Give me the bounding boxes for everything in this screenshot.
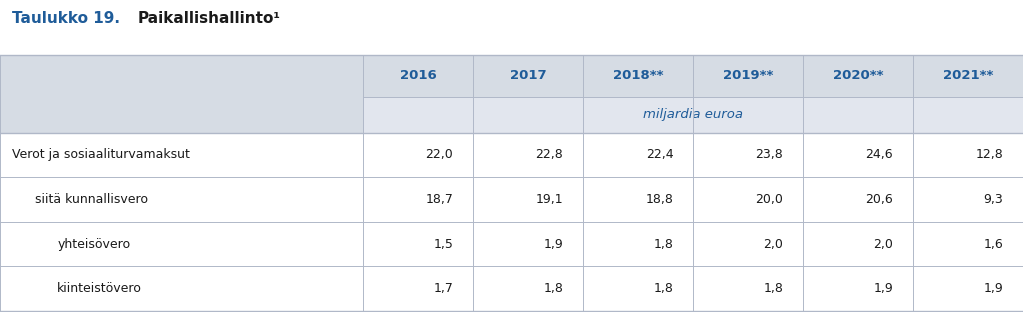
Text: miljardia euroa: miljardia euroa xyxy=(643,108,743,121)
Text: 23,8: 23,8 xyxy=(756,149,784,161)
Text: 2018**: 2018** xyxy=(613,69,663,82)
Text: kiinteistövero: kiinteistövero xyxy=(57,282,142,295)
Text: 9,3: 9,3 xyxy=(983,193,1004,206)
Text: yhteisövero: yhteisövero xyxy=(57,238,130,251)
Text: 2019**: 2019** xyxy=(723,69,773,82)
Bar xyxy=(0,177,1023,222)
Text: 2016: 2016 xyxy=(400,69,437,82)
Text: 1,8: 1,8 xyxy=(543,282,564,295)
Text: 24,6: 24,6 xyxy=(865,149,893,161)
Text: 22,4: 22,4 xyxy=(646,149,673,161)
Text: 1,7: 1,7 xyxy=(434,282,453,295)
Text: 1,8: 1,8 xyxy=(654,282,673,295)
Text: 2017: 2017 xyxy=(509,69,546,82)
Text: 1,9: 1,9 xyxy=(983,282,1004,295)
Text: 1,9: 1,9 xyxy=(874,282,893,295)
Text: 18,7: 18,7 xyxy=(426,193,453,206)
Text: 1,9: 1,9 xyxy=(543,238,564,251)
Text: Verot ja sosiaaliturvamaksut: Verot ja sosiaaliturvamaksut xyxy=(12,149,190,161)
Text: Paikallishallinto¹: Paikallishallinto¹ xyxy=(138,11,281,26)
Bar xyxy=(0,222,1023,266)
Text: 19,1: 19,1 xyxy=(536,193,564,206)
Text: 2020**: 2020** xyxy=(833,69,883,82)
Text: 1,8: 1,8 xyxy=(654,238,673,251)
Text: 20,0: 20,0 xyxy=(755,193,784,206)
Text: 18,8: 18,8 xyxy=(646,193,673,206)
Bar xyxy=(0,133,1023,177)
Text: 1,8: 1,8 xyxy=(763,282,784,295)
Bar xyxy=(363,97,1023,133)
Bar xyxy=(0,266,1023,311)
Text: 2,0: 2,0 xyxy=(763,238,784,251)
Text: 22,8: 22,8 xyxy=(536,149,564,161)
Text: 12,8: 12,8 xyxy=(976,149,1004,161)
Text: siitä kunnallisvero: siitä kunnallisvero xyxy=(35,193,147,206)
Text: 2021**: 2021** xyxy=(943,69,993,82)
Text: 1,5: 1,5 xyxy=(434,238,453,251)
Text: 20,6: 20,6 xyxy=(865,193,893,206)
Text: 2,0: 2,0 xyxy=(874,238,893,251)
Text: Taulukko 19.: Taulukko 19. xyxy=(12,11,121,26)
Text: 22,0: 22,0 xyxy=(426,149,453,161)
Bar xyxy=(0,55,1023,133)
Text: 1,6: 1,6 xyxy=(983,238,1004,251)
